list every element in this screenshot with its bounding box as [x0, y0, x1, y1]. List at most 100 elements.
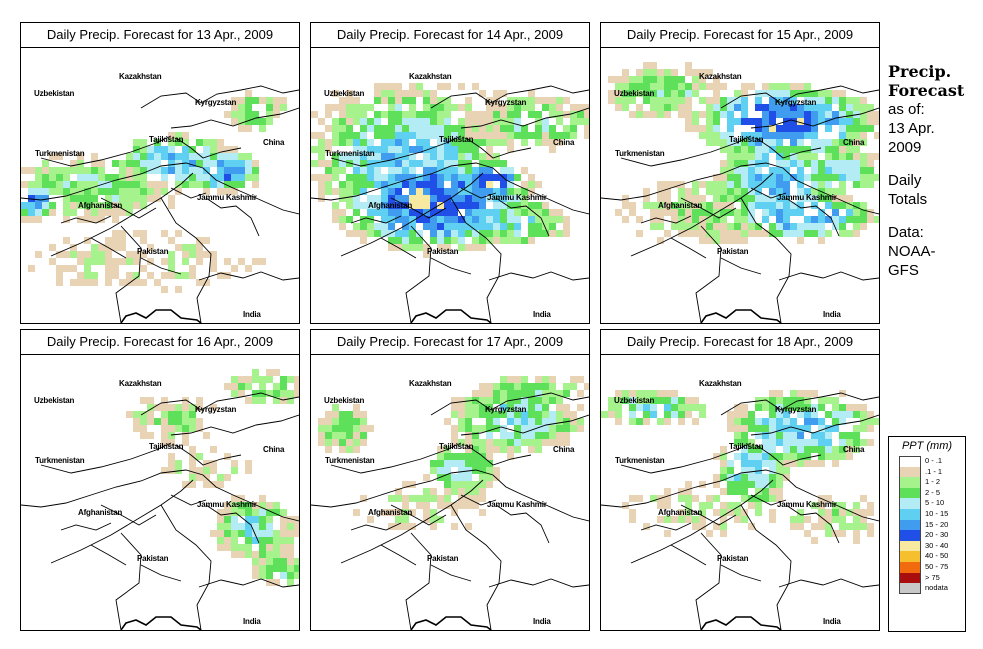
precip-cell	[49, 153, 56, 160]
precip-map-canvas	[21, 369, 299, 630]
precip-cell	[832, 509, 839, 516]
precip-cell	[224, 453, 231, 460]
precip-cell	[783, 181, 790, 188]
precip-cell	[224, 146, 231, 153]
precip-cell	[839, 90, 846, 97]
precip-cell	[245, 397, 252, 404]
precip-cell	[783, 453, 790, 460]
precip-cell	[154, 195, 161, 202]
precip-cell	[678, 111, 685, 118]
precip-cell	[346, 181, 353, 188]
precip-cell	[409, 202, 416, 209]
precip-cell	[769, 97, 776, 104]
precip-cell	[692, 516, 699, 523]
precip-cell	[699, 237, 706, 244]
precip-cell	[507, 125, 514, 132]
precip-cell	[825, 167, 832, 174]
precip-cell	[629, 83, 636, 90]
precip-cell	[84, 272, 91, 279]
country-label-turkmenistan: Turkmenistan	[35, 456, 85, 465]
precip-cell	[776, 390, 783, 397]
precip-cell	[790, 404, 797, 411]
precip-cell	[535, 390, 542, 397]
precip-cell	[451, 425, 458, 432]
precip-cell	[325, 111, 332, 118]
precip-cell	[734, 104, 741, 111]
precip-cell	[84, 181, 91, 188]
precip-cell	[325, 104, 332, 111]
precip-cell	[168, 425, 175, 432]
precip-cell	[395, 125, 402, 132]
precip-cell	[112, 188, 119, 195]
precip-cell	[437, 160, 444, 167]
precip-cell	[846, 97, 853, 104]
precip-cell	[755, 223, 762, 230]
precip-cell	[182, 404, 189, 411]
precip-cell	[615, 83, 622, 90]
precip-cell	[77, 160, 84, 167]
precip-cell	[720, 223, 727, 230]
precip-cell	[273, 390, 280, 397]
border-line	[140, 392, 299, 416]
precip-cell	[535, 411, 542, 418]
precip-cell	[748, 474, 755, 481]
country-label-kazakhstan: Kazakhstan	[119, 72, 162, 81]
precip-cell	[353, 418, 360, 425]
country-label-kazakhstan: Kazakhstan	[409, 72, 452, 81]
precip-cell	[360, 188, 367, 195]
precip-cell	[678, 516, 685, 523]
precip-cell	[381, 188, 388, 195]
precip-cell	[182, 153, 189, 160]
precip-cell	[734, 90, 741, 97]
precip-cell	[734, 160, 741, 167]
precip-cell	[458, 453, 465, 460]
precip-cell	[353, 146, 360, 153]
asof-date: 13 Apr.	[888, 120, 935, 137]
precip-map-canvas	[601, 390, 879, 630]
precip-cell	[423, 502, 430, 509]
precip-cell	[664, 230, 671, 237]
precip-cell	[175, 153, 182, 160]
precip-cell	[790, 453, 797, 460]
precip-cell	[140, 146, 147, 153]
precip-cell	[287, 523, 294, 530]
precip-cell	[839, 216, 846, 223]
precip-cell	[699, 69, 706, 76]
precip-cell	[332, 439, 339, 446]
precip-cell	[395, 160, 402, 167]
precip-cell	[860, 160, 867, 167]
precip-cell	[430, 202, 437, 209]
precip-cell	[535, 111, 542, 118]
precip-cell	[493, 397, 500, 404]
precip-cell	[853, 153, 860, 160]
precip-cell	[353, 446, 360, 453]
precip-cell	[636, 418, 643, 425]
precip-cell	[423, 223, 430, 230]
precip-cell	[671, 76, 678, 83]
precip-cell	[493, 411, 500, 418]
precip-cell	[692, 83, 699, 90]
precip-cell	[563, 411, 570, 418]
precip-cell	[776, 90, 783, 97]
precip-cell	[353, 174, 360, 181]
precip-cell	[664, 411, 671, 418]
precip-cell	[748, 523, 755, 530]
precip-cell	[175, 139, 182, 146]
precip-cell	[168, 195, 175, 202]
precip-cell	[563, 230, 570, 237]
precip-cell	[140, 139, 147, 146]
precip-cell	[860, 411, 867, 418]
precip-cell	[437, 153, 444, 160]
precip-cell	[762, 425, 769, 432]
precip-cell	[493, 230, 500, 237]
precip-cell	[629, 209, 636, 216]
precip-cell	[563, 439, 570, 446]
border-line	[680, 494, 787, 526]
precip-cell	[514, 425, 521, 432]
precip-cell	[353, 439, 360, 446]
precip-cell	[126, 174, 133, 181]
precip-cell	[367, 516, 374, 523]
precip-cell	[451, 125, 458, 132]
precip-cell	[402, 502, 409, 509]
precip-cell	[423, 160, 430, 167]
